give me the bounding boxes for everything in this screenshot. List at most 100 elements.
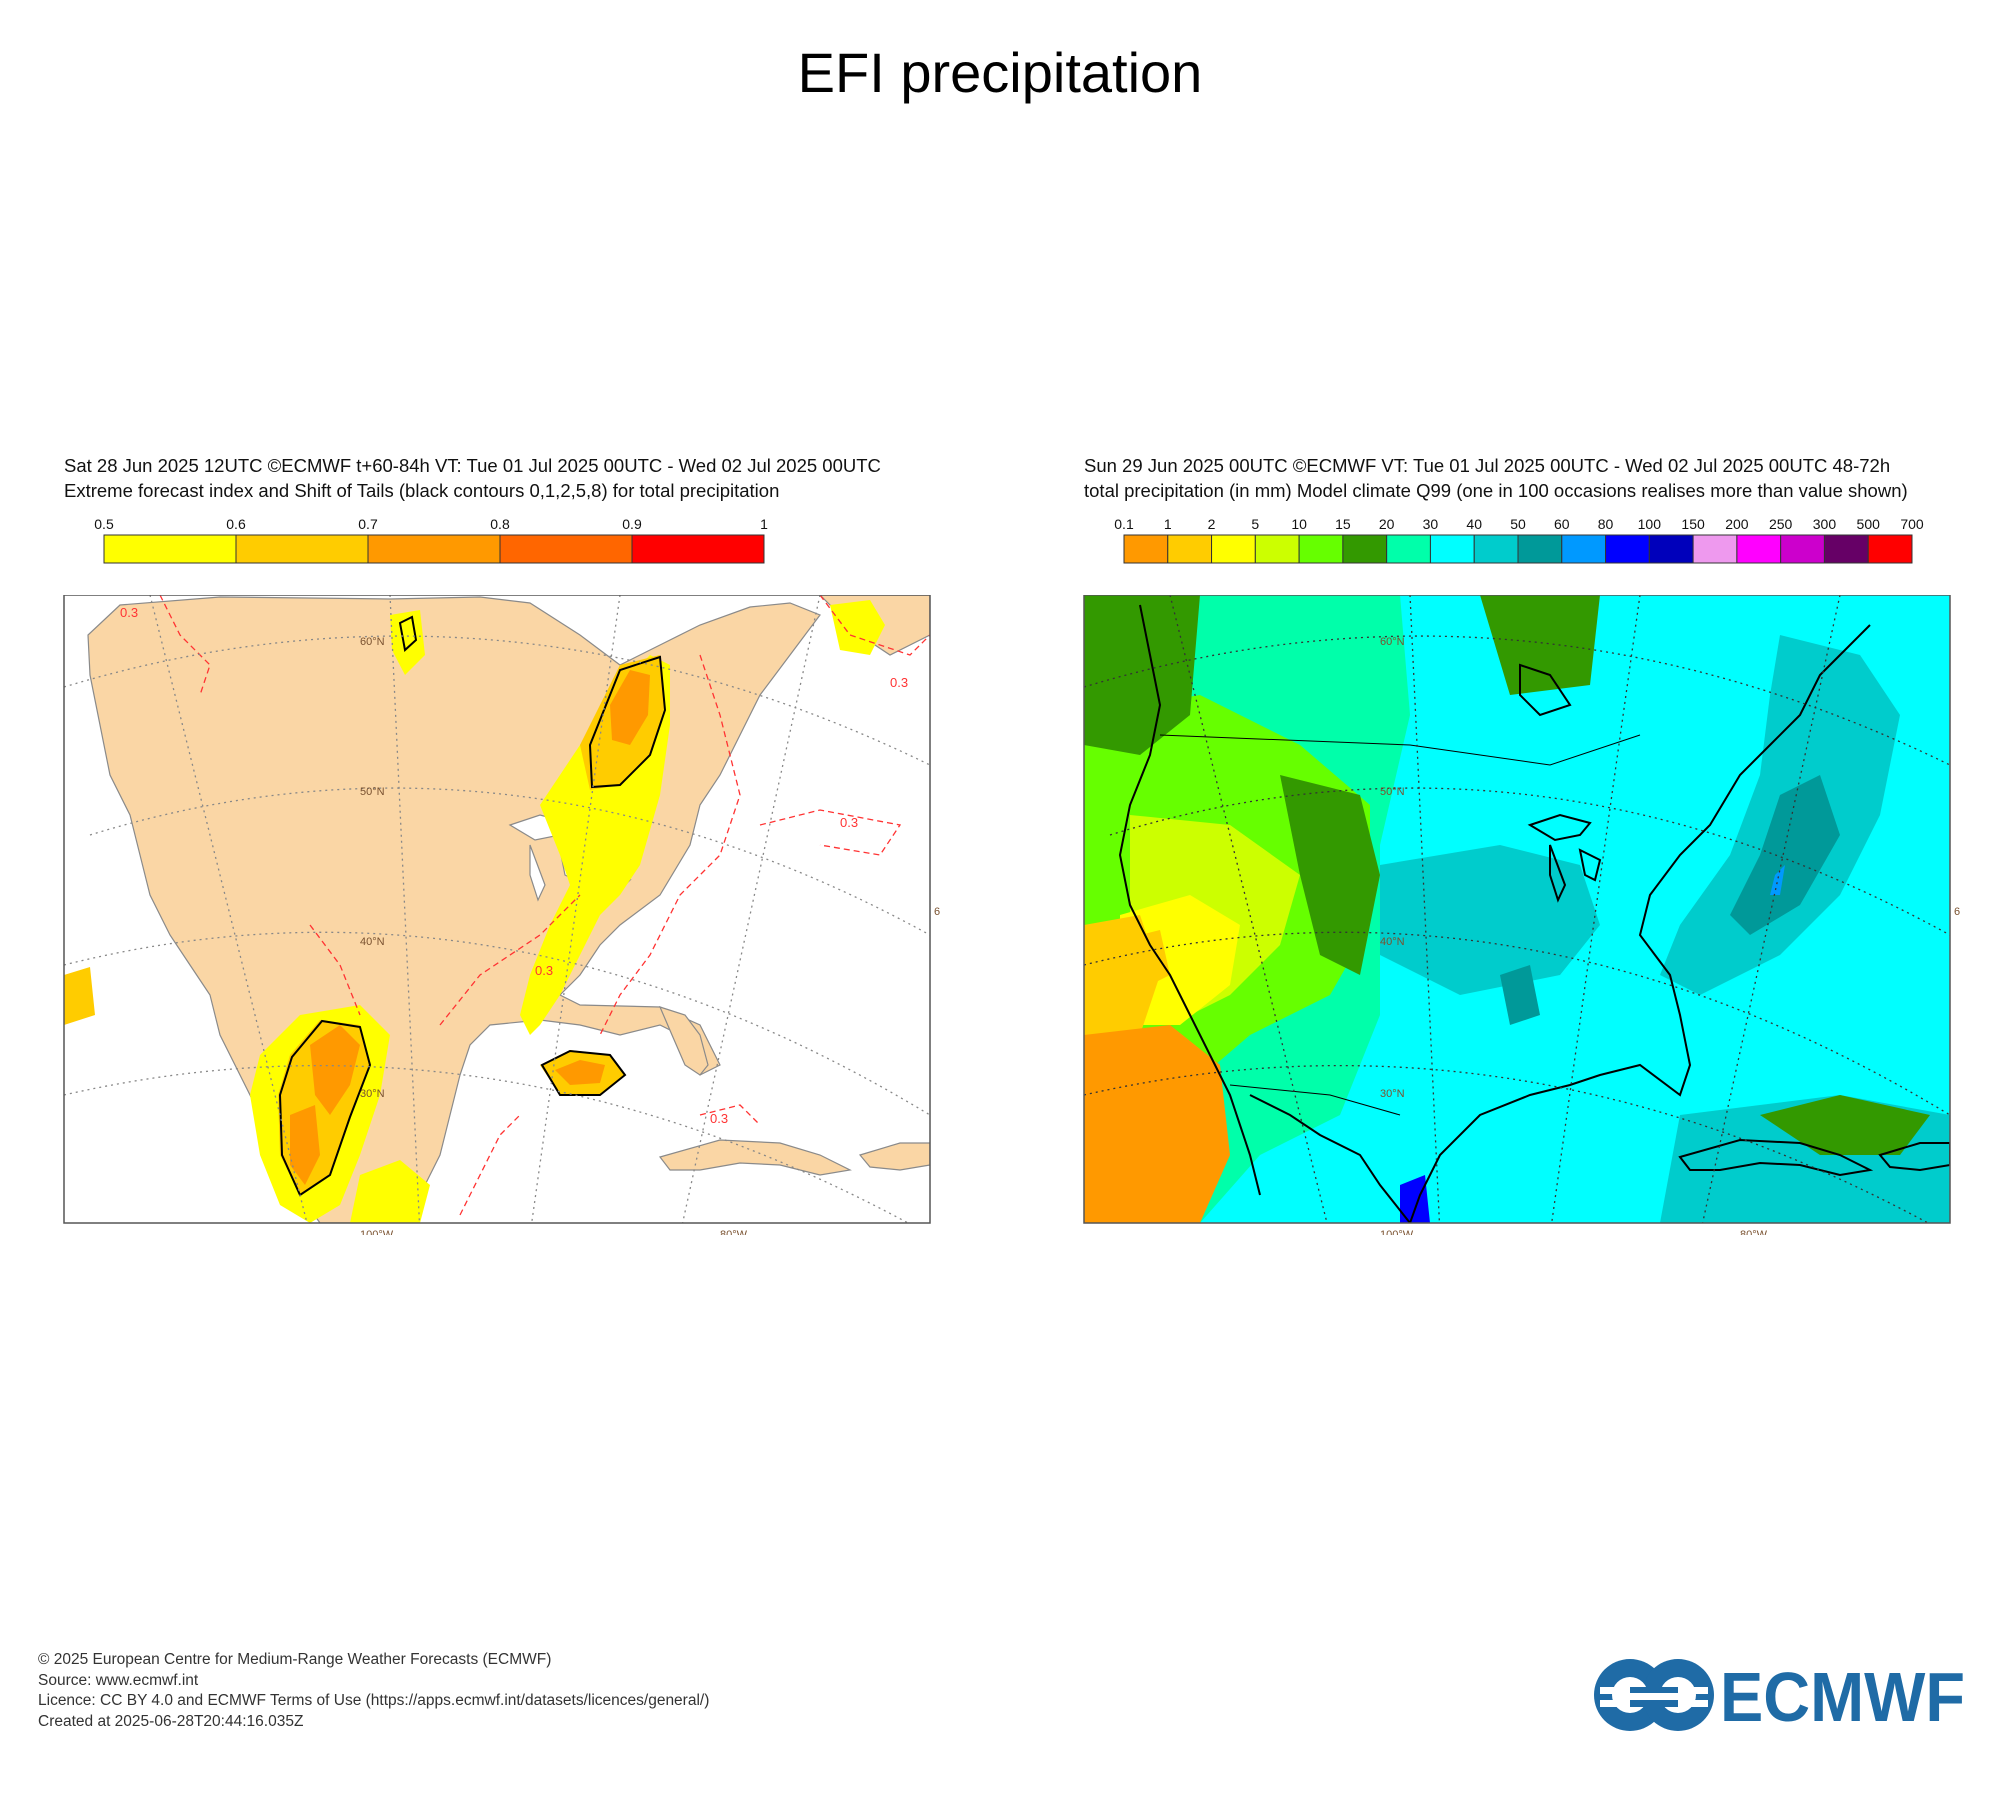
q99-colorbar-swatch [1648, 534, 1694, 564]
map-frame [63, 595, 931, 1224]
lon-label-bottom: 80°W [1740, 1229, 1768, 1235]
q99-colorbar-label: 60 [1554, 516, 1570, 532]
efi-colorbar-label: 0.6 [226, 516, 246, 532]
lon-label-bottom: 100°W [360, 1229, 394, 1235]
ecmwf-logo-mark [1594, 1659, 1714, 1731]
q99-colorbar-swatch [1823, 534, 1869, 564]
q99-colorbar-swatch [1167, 534, 1213, 564]
lon-labels: 140°W120°W100°W80°W60°W100°W80°W140°W120… [360, 906, 940, 1235]
lon-labels: 140°W120°W100°W80°W60°W100°W80°W140°W120… [1380, 906, 1960, 1235]
q99-colorbar-swatch [1123, 534, 1169, 564]
q99-colorbar-label: 50 [1510, 516, 1526, 532]
q99-colorbar-label: 200 [1725, 516, 1749, 532]
created-text: Created at 2025-06-28T20:44:16.035Z [38, 1712, 304, 1730]
lat-label: 30°N [1380, 1088, 1405, 1100]
q99-header-line1: Sun 29 Jun 2025 00UTC ©ECMWF VT: Tue 01 … [1084, 455, 1891, 476]
efi-colorbar-swatch [499, 534, 633, 564]
efi-colorbar-swatch [103, 534, 237, 564]
contour-label: 0.3 [120, 605, 138, 620]
page-title: EFI precipitation [797, 41, 1203, 104]
efi-colorbar-label: 0.8 [490, 516, 510, 532]
q99-colorbar-label: 150 [1681, 516, 1705, 532]
efi-map: 60°N50°N40°N30°N 0.30.30.30.30.3 140°W12… [63, 595, 940, 1235]
q99-colorbar-swatch [1517, 534, 1563, 564]
map-frame [1083, 595, 1951, 1224]
efi-header-line2: Extreme forecast index and Shift of Tail… [64, 480, 780, 501]
q99-colorbar-label: 40 [1466, 516, 1482, 532]
efi-colorbar-swatch [367, 534, 501, 564]
land-cuba [658, 1139, 852, 1176]
q99-colorbar-label: 80 [1598, 516, 1614, 532]
q99-colorbar-label: 0.1 [1114, 516, 1134, 532]
q99-colorbar-swatch [1867, 534, 1913, 564]
contour-label: 0.3 [710, 1111, 728, 1126]
q99-colorbar-swatch [1429, 534, 1475, 564]
q99-colorbar-label: 500 [1857, 516, 1881, 532]
climate-q99-panel: Sun 29 Jun 2025 00UTC ©ECMWF VT: Tue 01 … [1080, 455, 1960, 1235]
efi-colorbar-label: 0.9 [622, 516, 642, 532]
efi-header-line1: Sat 28 Jun 2025 12UTC ©ECMWF t+60-84h VT… [64, 455, 881, 476]
contour-label: 0.3 [890, 675, 908, 690]
lat-label: 40°N [360, 936, 385, 948]
efi-colorbar-swatch [631, 534, 765, 564]
contour-label: 0.3 [535, 963, 553, 978]
copyright-text: © 2025 European Centre for Medium-Range … [38, 1651, 552, 1668]
lat-label: 40°N [1380, 936, 1405, 948]
lat-labels: 60°N 50°N 40°N 30°N [360, 636, 385, 1100]
lon-label-bottom: 80°W [720, 1229, 748, 1235]
lon-label-right: 60°W [1954, 906, 1960, 918]
q99-colorbar-swatch [1780, 534, 1825, 564]
graticule [1084, 595, 1950, 1223]
q99-header-line2: total precipitation (in mm) Model climat… [1084, 480, 1908, 501]
lon-label-bottom: 100°W [1380, 1229, 1414, 1235]
q99-colorbar-swatch [1473, 534, 1519, 564]
q99-colorbar-swatch [1692, 534, 1738, 564]
licence-text: Licence: CC BY 4.0 and ECMWF Terms of Us… [38, 1692, 710, 1709]
q99-colorbar-label: 250 [1769, 516, 1793, 532]
q99-colorbar-label: 20 [1379, 516, 1395, 532]
efi-panel: Sat 28 Jun 2025 12UTC ©ECMWF t+60-84h VT… [60, 455, 940, 1235]
efi-colorbar-label: 1 [760, 516, 768, 532]
contour-label: 0.3 [840, 815, 858, 830]
q99-colorbar-swatch [1298, 534, 1344, 564]
graticule [64, 595, 930, 1223]
q99-colorbar-swatch [1211, 534, 1256, 564]
coastlines [1118, 604, 1950, 1223]
lat-label: 30°N [360, 1088, 385, 1100]
efi-colorbar-swatch [235, 534, 369, 564]
lat-label: 60°N [360, 636, 385, 648]
q99-colorbar-label: 700 [1900, 516, 1924, 532]
q99-colorbar-label: 30 [1423, 516, 1439, 532]
efi-colorbar-label: 0.5 [94, 516, 114, 532]
efi-0.3-contours [159, 595, 930, 1216]
lat-label: 50°N [360, 786, 385, 798]
q99-colorbar-label: 2 [1208, 516, 1216, 532]
lat-labels: 60°N 50°N 40°N 30°N [1380, 636, 1405, 1100]
q99-colorbar: 0.1 1 2 5 10 15 20 30 40 50 60 80 100 150 200 250 300 500… [1114, 516, 1924, 564]
state-borders [1159, 734, 1641, 1116]
ecmwf-logo: ECMWF [1594, 1658, 1965, 1735]
q99-map: 60°N50°N40°N30°N 140°W120°W100°W80°W60°W… [1083, 595, 1960, 1235]
q99-colorbar-swatch [1736, 534, 1782, 564]
land-hispaniola [858, 1142, 930, 1171]
land-florida [658, 1006, 709, 1076]
efi-colorbar-label: 0.7 [358, 516, 378, 532]
sot-contours [278, 615, 667, 1197]
contour-labels: 0.3 0.3 0.3 0.3 0.3 [120, 605, 908, 1126]
q99-colorbar-label: 100 [1638, 516, 1662, 532]
q99-colorbar-label: 300 [1813, 516, 1837, 532]
lat-label: 60°N [1380, 636, 1405, 648]
ecmwf-logo-text: ECMWF [1720, 1658, 1965, 1735]
q99-colorbar-swatch [1254, 534, 1300, 564]
lat-label: 50°N [1380, 786, 1405, 798]
q99-colorbar-label: 5 [1251, 516, 1259, 532]
lon-label-right: 60°W [934, 906, 940, 918]
q99-colorbar-swatch [1386, 534, 1431, 564]
q99-colorbar-label: 1 [1164, 516, 1172, 532]
footer: © 2025 European Centre for Medium-Range … [38, 1650, 709, 1732]
q99-colorbar-label: 15 [1335, 516, 1351, 532]
efi-colorbar: 0.5 0.6 0.7 0.8 0.9 1 [94, 516, 768, 564]
q99-colorbar-swatch [1561, 534, 1607, 564]
q99-colorbar-swatch [1605, 534, 1650, 564]
q99-colorbar-label: 10 [1291, 516, 1307, 532]
